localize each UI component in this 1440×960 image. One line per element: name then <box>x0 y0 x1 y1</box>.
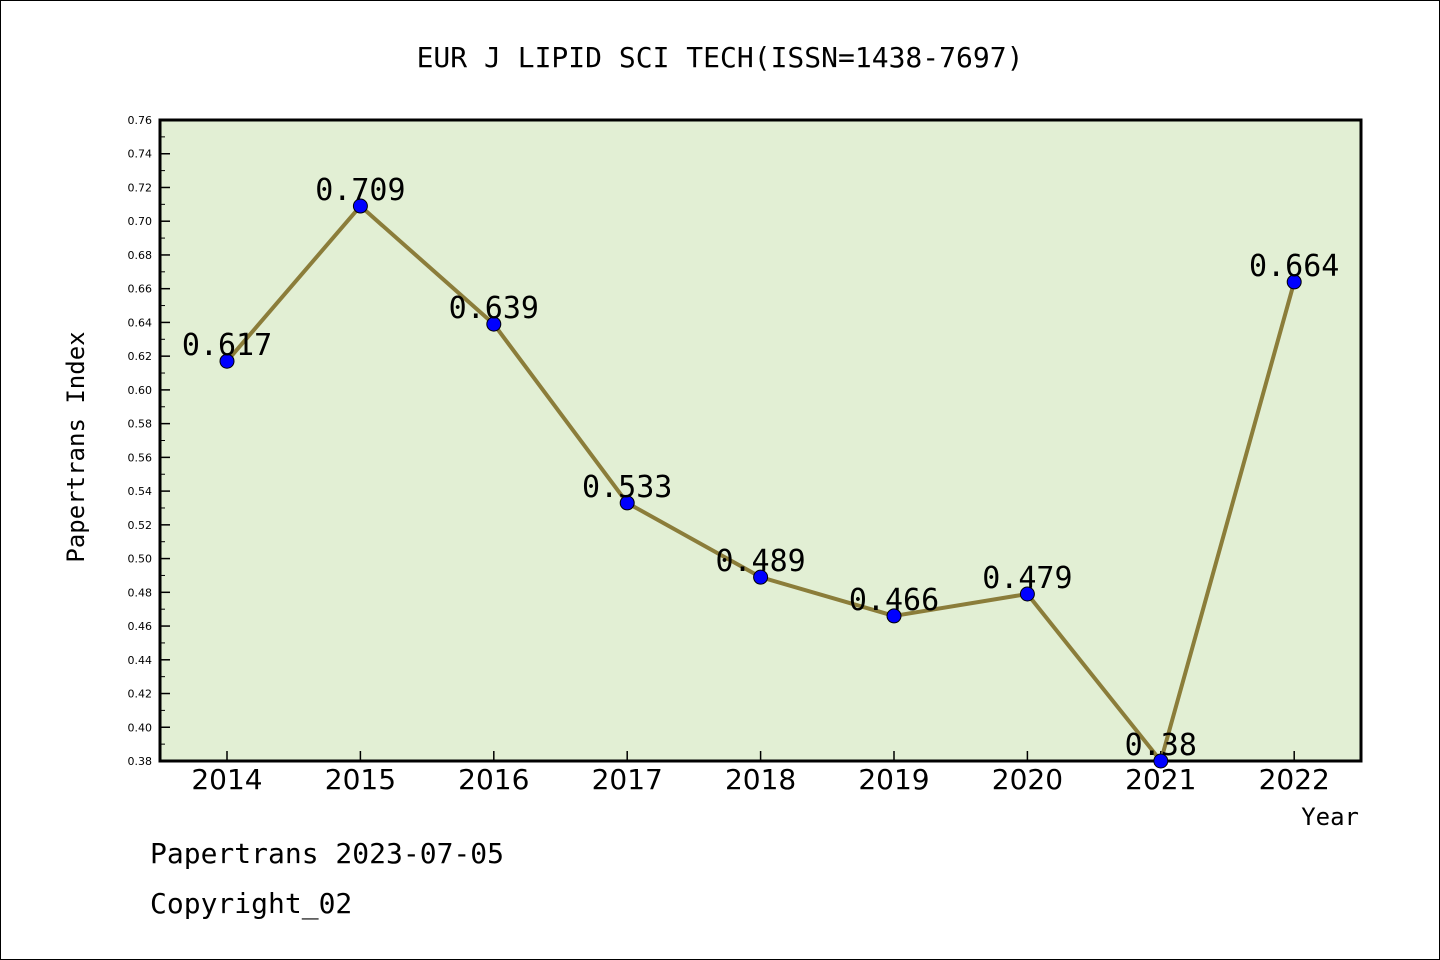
y-tick-label: 0.52 <box>128 519 153 532</box>
y-tick-label: 0.62 <box>128 350 153 363</box>
data-point <box>1153 753 1169 769</box>
y-tick-label: 0.76 <box>128 114 153 127</box>
x-tick-label: 2016 <box>458 763 529 796</box>
data-point <box>352 198 368 214</box>
data-point <box>753 569 769 585</box>
data-label: 0.533 <box>582 470 672 505</box>
y-tick-label: 0.64 <box>128 316 153 329</box>
data-point <box>619 495 635 511</box>
data-point <box>886 608 902 624</box>
x-tick-label: 2015 <box>325 763 396 796</box>
y-tick-label: 0.70 <box>128 215 153 228</box>
data-point <box>486 316 502 332</box>
y-axis: 0.38 0.40 0.42 0.44 0.46 0.48 0.50 0.52 0.54 0.56… <box>128 114 170 768</box>
x-tick-label: 2017 <box>592 763 663 796</box>
x-axis: 2014 2015 2016 2017 2018 2019 2020 2021 2022 <box>191 751 1330 796</box>
y-tick-label: 0.38 <box>128 755 153 768</box>
plot-area <box>158 118 1363 763</box>
data-label: 0.617 <box>182 328 272 363</box>
x-tick-label: 2022 <box>1259 763 1330 796</box>
footer-date: Papertrans 2023-07-05 <box>150 837 504 870</box>
data-point <box>1286 274 1302 290</box>
x-tick-label: 2018 <box>725 763 796 796</box>
y-tick-label: 0.40 <box>128 721 153 734</box>
y-tick-label: 0.58 <box>128 418 153 431</box>
y-tick-label: 0.74 <box>128 148 153 161</box>
y-tick-label: 0.50 <box>128 553 153 566</box>
x-axis-label: Year <box>1301 803 1359 831</box>
y-tick-label: 0.54 <box>128 485 153 498</box>
chart-title: EUR J LIPID SCI TECH(ISSN=1438-7697) <box>417 41 1024 74</box>
data-point <box>219 353 235 369</box>
y-axis-label: Papertrans Index <box>62 331 90 562</box>
y-tick-label: 0.48 <box>128 586 153 599</box>
data-label: 0.664 <box>1249 249 1339 284</box>
y-tick-label: 0.72 <box>128 181 153 194</box>
data-label: 0.479 <box>982 561 1072 596</box>
y-tick-label: 0.60 <box>128 384 153 397</box>
footer-copyright: Copyright_02 <box>150 887 352 921</box>
data-label: 0.639 <box>449 291 539 326</box>
y-tick-label: 0.46 <box>128 620 153 633</box>
x-tick-label: 2019 <box>858 763 929 796</box>
y-tick-label: 0.66 <box>128 283 153 296</box>
data-label: 0.709 <box>315 173 405 208</box>
y-tick-label: 0.68 <box>128 249 153 262</box>
series-line <box>219 198 1302 769</box>
data-label: 0.38 <box>1125 728 1197 763</box>
data-labels: 0.617 0.709 0.639 0.533 0.489 0.466 0.479 0.38 0… <box>182 173 1340 763</box>
y-tick-label: 0.44 <box>128 654 153 667</box>
data-point <box>1019 586 1035 602</box>
data-label: 0.489 <box>715 544 805 579</box>
y-tick-label: 0.56 <box>128 451 153 464</box>
x-tick-label: 2014 <box>191 763 262 796</box>
data-label: 0.466 <box>849 583 939 618</box>
x-tick-label: 2020 <box>992 763 1063 796</box>
y-tick-label: 0.42 <box>128 688 153 701</box>
